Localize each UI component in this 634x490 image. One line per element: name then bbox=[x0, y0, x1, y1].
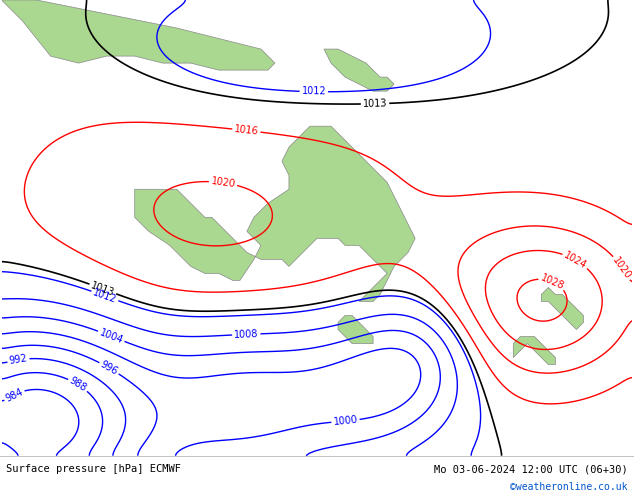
Polygon shape bbox=[514, 337, 555, 365]
Text: Mo 03-06-2024 12:00 UTC (06+30): Mo 03-06-2024 12:00 UTC (06+30) bbox=[434, 465, 628, 474]
Text: 1013: 1013 bbox=[89, 280, 116, 298]
Text: 988: 988 bbox=[68, 376, 89, 394]
Text: 1004: 1004 bbox=[98, 327, 124, 345]
Polygon shape bbox=[134, 126, 415, 301]
Text: 1024: 1024 bbox=[562, 249, 589, 270]
Text: 1020: 1020 bbox=[611, 255, 633, 281]
Text: 984: 984 bbox=[4, 387, 25, 403]
Text: 1028: 1028 bbox=[539, 272, 566, 291]
Text: 1013: 1013 bbox=[363, 98, 387, 109]
Text: 1012: 1012 bbox=[92, 287, 118, 305]
Text: Surface pressure [hPa] ECMWF: Surface pressure [hPa] ECMWF bbox=[6, 465, 181, 474]
Polygon shape bbox=[541, 288, 583, 329]
Text: ©weatheronline.co.uk: ©weatheronline.co.uk bbox=[510, 482, 628, 490]
Text: 1012: 1012 bbox=[301, 86, 327, 97]
Text: 1008: 1008 bbox=[234, 329, 259, 340]
Polygon shape bbox=[1, 0, 275, 70]
Polygon shape bbox=[338, 316, 373, 343]
Polygon shape bbox=[324, 49, 394, 91]
Text: 992: 992 bbox=[8, 353, 29, 367]
Text: 1016: 1016 bbox=[234, 124, 259, 137]
Text: 1020: 1020 bbox=[210, 176, 236, 189]
Text: 1000: 1000 bbox=[333, 415, 358, 427]
Text: 996: 996 bbox=[99, 359, 120, 377]
